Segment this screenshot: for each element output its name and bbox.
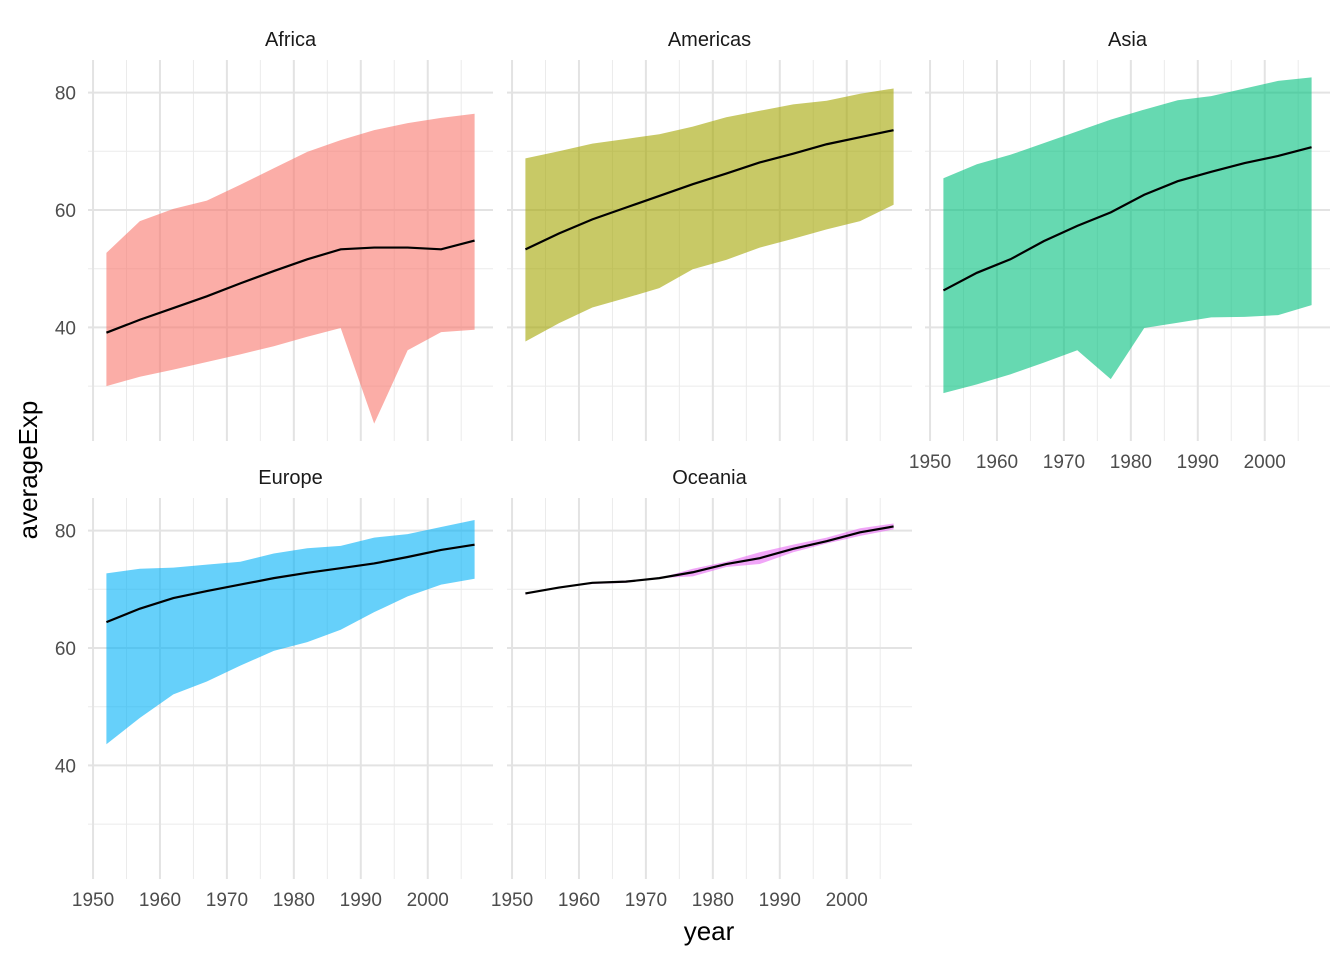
x-tick-label: 1960 bbox=[139, 890, 181, 911]
panel-asia: Asia 1950 1960 1970 1980 1990 2000 bbox=[909, 29, 1330, 473]
mean-line-americas bbox=[524, 129, 894, 251]
x-tick-label: 1990 bbox=[340, 890, 382, 911]
y-tick-label: 80 bbox=[55, 84, 76, 105]
ribbon-asia bbox=[943, 77, 1312, 394]
ribbon-africa bbox=[106, 113, 475, 424]
mean-line-asia bbox=[942, 146, 1312, 292]
x-tick-label: 2000 bbox=[407, 890, 449, 911]
panel-africa: Africa 40 60 80 bbox=[55, 29, 493, 441]
x-tick-label: 1980 bbox=[1110, 452, 1152, 473]
x-tick-label: 1950 bbox=[72, 890, 114, 911]
mean-line-africa bbox=[106, 239, 475, 334]
x-tick-label: 1980 bbox=[273, 890, 315, 911]
x-tick-label: 1990 bbox=[1177, 452, 1219, 473]
x-tick-label: 1950 bbox=[491, 890, 533, 911]
mean-line-oceania bbox=[525, 525, 894, 595]
facet-label: Americas bbox=[668, 29, 751, 51]
x-tick-label: 1990 bbox=[759, 890, 801, 911]
x-tick-label: 1960 bbox=[558, 890, 600, 911]
y-tick-label: 40 bbox=[55, 756, 76, 777]
mean-line-europe bbox=[105, 543, 475, 624]
facet-label: Europe bbox=[258, 467, 323, 489]
y-axis-title: averageExp bbox=[13, 401, 43, 540]
panel-europe: Europe 40 60 80 1950 1960 1970 1980 1990 2000 bbox=[55, 467, 493, 911]
x-tick-label: 1960 bbox=[976, 452, 1018, 473]
x-tick-label: 1980 bbox=[692, 890, 734, 911]
x-tick-label: 1970 bbox=[625, 890, 667, 911]
ribbon-europe bbox=[106, 520, 475, 745]
panel-americas: Americas bbox=[507, 29, 912, 441]
y-tick-label: 60 bbox=[55, 201, 76, 222]
ribbon-americas bbox=[525, 88, 894, 342]
x-axis-title: year bbox=[684, 916, 735, 946]
y-tick-label: 60 bbox=[55, 639, 76, 660]
x-tick-label: 2000 bbox=[1244, 452, 1286, 473]
x-tick-label: 1970 bbox=[206, 890, 248, 911]
x-tick-label: 1970 bbox=[1043, 452, 1085, 473]
ribbon-oceania bbox=[525, 523, 894, 595]
facet-label: Africa bbox=[265, 29, 317, 51]
facet-label: Oceania bbox=[672, 467, 747, 489]
x-tick-label: 2000 bbox=[826, 890, 868, 911]
x-tick-label: 1950 bbox=[909, 452, 951, 473]
y-tick-label: 40 bbox=[55, 318, 76, 339]
facet-label: Asia bbox=[1108, 29, 1148, 51]
panel-oceania: Oceania 1950 1960 1970 1980 1990 2000 bbox=[491, 467, 912, 911]
y-tick-label: 80 bbox=[55, 522, 76, 543]
